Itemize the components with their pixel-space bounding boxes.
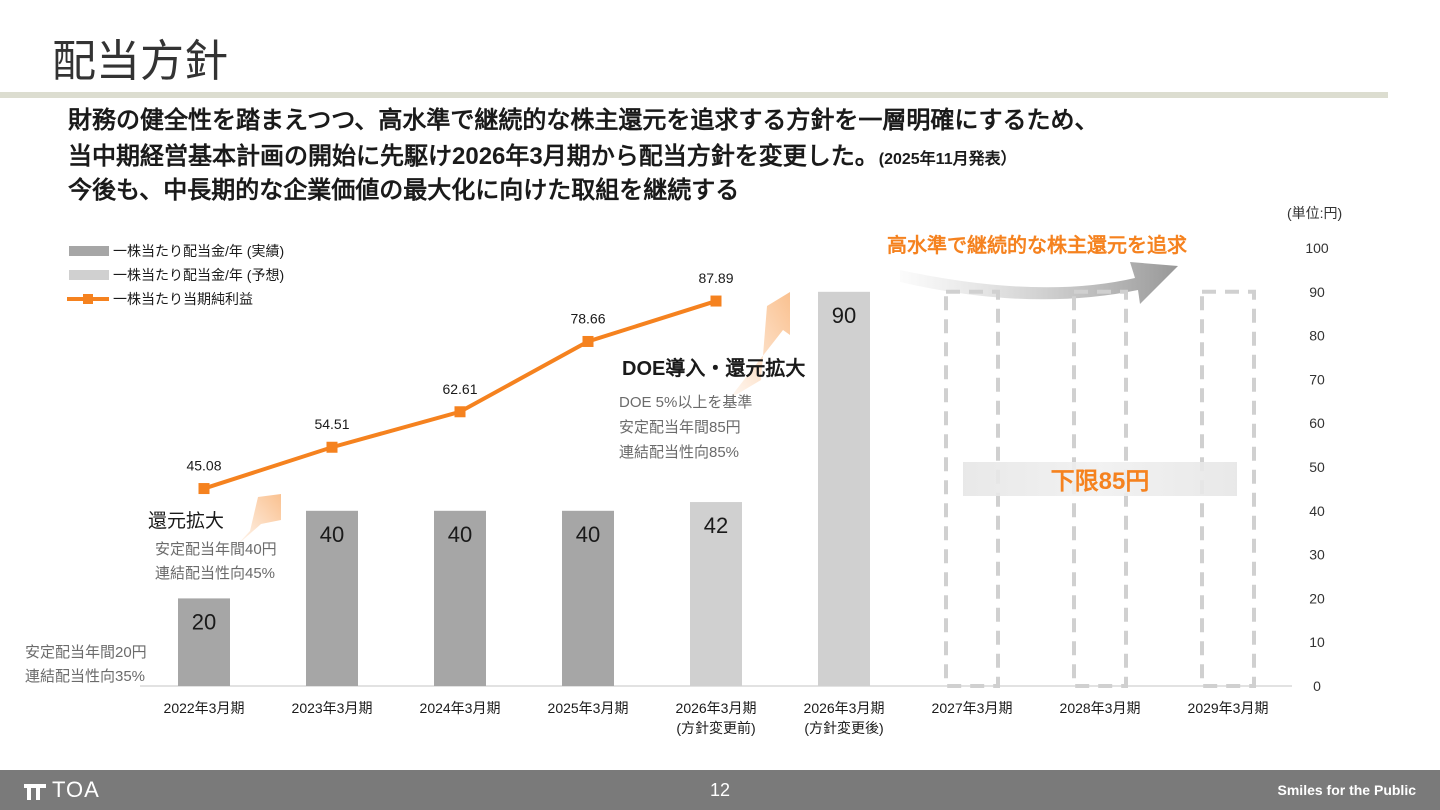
legend-eps-marker <box>83 294 93 304</box>
actual-dividend-bar <box>306 510 358 686</box>
policy-2023-title: 還元拡大 <box>148 510 224 532</box>
legend-eps-label: 一株当たり当期純利益 <box>113 291 253 307</box>
x-tick-label: 2024年3月期 <box>420 700 501 716</box>
x-tick-label: 2027年3月期 <box>932 700 1013 716</box>
lead-line-1: 財務の健全性を踏まえつつ、高水準で継続的な株主還元を追求する方針を一層明確にする… <box>68 107 1099 134</box>
x-tick-label: 2025年3月期 <box>548 700 629 716</box>
growth-arrow-2023 <box>235 494 281 547</box>
policy-2026-note: DOE 5%以上を基準 <box>619 394 752 411</box>
lead-line-3: 今後も、中長期的な企業価値の最大化に向けた取組を継続する <box>68 177 740 204</box>
bar-value-label: 40 <box>320 522 344 547</box>
legend-actual-label: 一株当たり配当金/年 (実績) <box>113 243 284 259</box>
y-tick-label: 40 <box>1309 503 1325 519</box>
y-tick-label: 50 <box>1309 459 1325 475</box>
policy-2026-title: DOE導入・還元拡大 <box>622 356 805 380</box>
eps-value-label: 62.61 <box>442 381 477 397</box>
y-tick-label: 10 <box>1309 634 1325 650</box>
eps-point <box>326 441 338 453</box>
y-tick-label: 70 <box>1309 371 1325 387</box>
x-tick-label: 2029年3月期 <box>1188 700 1269 716</box>
dividend-chart: 0 10 20 30 40 50 60 70 80 90 100 2022年3月期 2023年3月期 20… <box>25 233 1329 736</box>
policy-2023-note: 安定配当年間40円 <box>155 541 277 558</box>
bar-value-label: 40 <box>448 522 472 547</box>
y-tick-label: 90 <box>1309 284 1325 300</box>
unit-label: (単位:円) <box>1287 205 1343 221</box>
legend-actual-swatch <box>69 246 109 256</box>
forecast-dividend-bar <box>818 291 870 686</box>
y-tick-label: 0 <box>1313 678 1321 694</box>
toa-logo-icon <box>24 784 46 800</box>
policy-2022-note: 連結配当性向35% <box>25 668 145 685</box>
x-tick-label: 2023年3月期 <box>292 700 373 716</box>
x-tick-label: 2028年3月期 <box>1060 700 1141 716</box>
lead-line-2-text: 当中期経営基本計画の開始に先駆け2026年3月期から配当方針を変更した。 <box>68 143 879 170</box>
forecast-dividend-bar <box>690 502 742 686</box>
bar-value-label: 90 <box>832 303 856 328</box>
legend-forecast-label: 一株当たり配当金/年 (予想) <box>113 267 284 283</box>
eps-value-label: 54.51 <box>314 416 349 432</box>
y-tick-label: 30 <box>1309 547 1325 563</box>
bar-value-label: 40 <box>576 522 600 547</box>
actual-dividend-bar <box>562 510 614 686</box>
title-divider <box>0 92 1388 98</box>
y-tick-label: 20 <box>1309 590 1325 606</box>
page-number: 12 <box>709 780 731 800</box>
page-title: 配当方針 <box>52 37 228 86</box>
brand-name: TOA <box>52 777 100 802</box>
y-tick-label: 100 <box>1305 240 1329 256</box>
eps-value-label: 45.08 <box>186 458 221 474</box>
policy-2026-note: 連結配当性向85% <box>619 444 739 461</box>
x-tick-label: 2022年3月期 <box>164 700 245 716</box>
lead-line-2: 当中期経営基本計画の開始に先駆け2026年3月期から配当方針を変更した。(202… <box>68 140 1017 177</box>
y-tick-label: 60 <box>1309 415 1325 431</box>
bar-value-label: 20 <box>192 609 216 634</box>
eps-value-label: 78.66 <box>570 310 605 326</box>
eps-point <box>582 335 594 347</box>
eps-value-label: 87.89 <box>698 270 733 286</box>
eps-point <box>710 295 722 307</box>
growth-arrow-2026 <box>729 292 790 399</box>
lead-line-2-note: (2025年11月発表） <box>878 151 1017 168</box>
floor-label: 下限85円 <box>1051 468 1150 495</box>
eps-point <box>198 483 210 495</box>
footer-bar: TOA 12 Smiles for the Public <box>0 770 1440 810</box>
bar-value-label: 42 <box>704 513 728 538</box>
return-pursuit-arrow <box>900 262 1178 304</box>
floor-band <box>963 462 1237 496</box>
future-dividend-outline <box>944 289 1000 688</box>
policy-2026-note: 安定配当年間85円 <box>619 419 741 436</box>
policy-2023-note: 連結配当性向45% <box>155 565 275 582</box>
actual-dividend-bar <box>434 510 486 686</box>
x-tick-label: 2026年3月期(方針変更後) <box>804 700 885 736</box>
y-tick-label: 80 <box>1309 328 1325 344</box>
toa-logo: TOA <box>24 777 100 802</box>
policy-2022-note: 安定配当年間20円 <box>25 644 147 661</box>
eps-point <box>454 406 466 418</box>
actual-dividend-bar <box>178 598 230 686</box>
arrow-label: 高水準で継続的な株主還元を追求 <box>887 233 1188 257</box>
x-tick-label: 2026年3月期(方針変更前) <box>676 700 757 736</box>
tagline: Smiles for the Public <box>1277 782 1416 798</box>
legend-forecast-swatch <box>69 270 109 280</box>
